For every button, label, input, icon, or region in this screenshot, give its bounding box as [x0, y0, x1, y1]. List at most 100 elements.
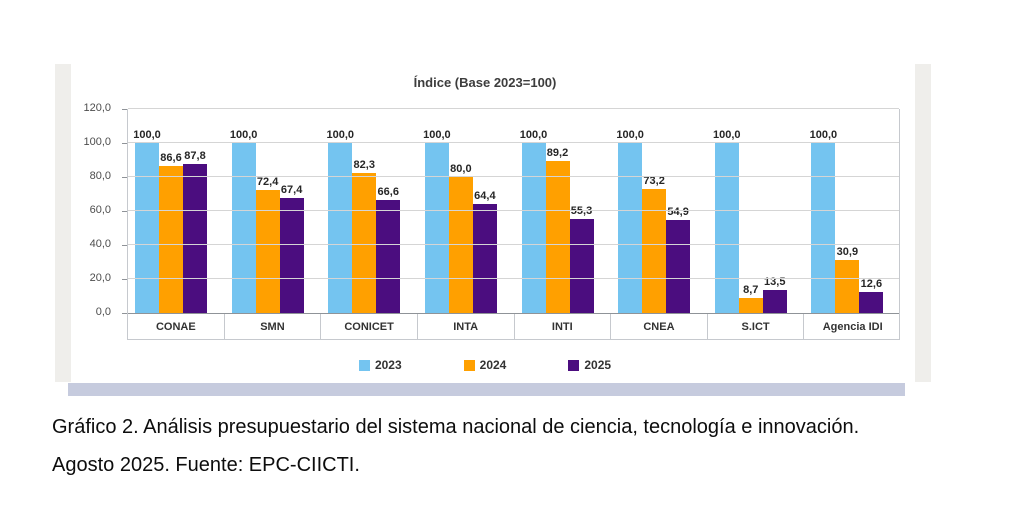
category-label: INTI	[515, 313, 612, 340]
bar-value-label: 100,0	[519, 129, 548, 141]
bar-2024	[738, 298, 763, 313]
x-axis-labels: CONAE SMN CONICET INTA INTI CNEA S.ICT Agencia …	[128, 313, 899, 340]
bar-2023	[618, 143, 643, 313]
bar-value-label: 54,9	[667, 205, 689, 218]
y-tick-label: 20,0	[89, 272, 111, 284]
bar-2024	[159, 165, 183, 313]
bars-layer: 100,0 86,6 87,8 100,0 72,4 67,4 100,0 82,3 66,6 1…	[128, 109, 899, 313]
category-label: S.ICT	[708, 313, 805, 340]
legend-swatch-icon	[463, 359, 475, 371]
legend-item-2023: 2023	[358, 358, 402, 372]
bar-group: 100,0 30,9 12,6	[804, 109, 901, 313]
bar-2024	[448, 177, 473, 313]
bar-value-label: 80,0	[450, 163, 472, 175]
bar-value-label: 100,0	[229, 129, 258, 141]
y-tick-label: 120,0	[83, 102, 111, 114]
bar-value-label: 100,0	[423, 129, 451, 141]
bar-value-label: 100,0	[326, 129, 355, 141]
y-axis-labels: 0,0 20,0 40,0 60,0 80,0 100,0 120,0	[55, 102, 121, 318]
bar-value-label: 87,8	[184, 149, 206, 162]
category-label: CONAE	[128, 313, 225, 340]
bar-value-label: 100,0	[809, 129, 838, 141]
bar-value-label: 86,6	[160, 151, 182, 164]
card-right-edge	[915, 64, 931, 382]
bar-group: 100,0 72,4 67,4	[225, 109, 322, 313]
gridline	[128, 313, 899, 314]
gridline	[128, 278, 899, 279]
y-tick-label: 40,0	[89, 238, 111, 250]
bar-2025	[376, 199, 401, 313]
bar-value-label: 100,0	[712, 129, 741, 141]
y-tick-mark	[122, 109, 127, 110]
bar-value-label: 12,6	[860, 277, 883, 290]
bar-2025	[762, 290, 787, 313]
category-label: SMN	[225, 313, 322, 340]
bar-value-label: 82,3	[353, 159, 375, 172]
category-label: CNEA	[611, 313, 708, 340]
bar-group: 100,0 82,3 66,6	[321, 109, 418, 313]
bar-value-label: 8,7	[743, 284, 759, 297]
category-label: INTA	[418, 313, 515, 340]
gridline	[128, 244, 899, 245]
bar-value-label: 13,5	[764, 276, 786, 289]
chart-legend: 2023 2024 2025	[55, 358, 915, 372]
y-tick-label: 0,0	[95, 306, 111, 318]
bar-value-label: 30,9	[836, 246, 859, 259]
bar-2023	[231, 143, 256, 313]
figure-caption: Gráfico 2. Análisis presupuestario del s…	[52, 416, 860, 476]
bar-2025	[472, 203, 497, 313]
bar-group: 100,0 89,2 55,3	[515, 109, 612, 313]
bar-group: 100,0 73,2 54,9	[611, 109, 708, 313]
bar-2025	[859, 291, 884, 313]
category-label: CONICET	[321, 313, 418, 340]
y-tick-mark	[122, 245, 127, 246]
card-left-edge	[55, 64, 71, 382]
bar-2023	[714, 143, 739, 313]
y-tick-label: 100,0	[83, 136, 111, 148]
bar-2025	[666, 219, 691, 313]
bar-2024	[835, 260, 860, 313]
y-tick-label: 60,0	[89, 204, 111, 216]
bar-value-label: 67,4	[280, 184, 303, 197]
bar-value-label: 89,2	[546, 147, 569, 160]
y-tick-mark	[122, 279, 127, 280]
chart-title: Índice (Base 2023=100)	[413, 75, 557, 90]
bar-value-label: 100,0	[133, 129, 161, 141]
bar-2023	[424, 143, 449, 313]
bar-2025	[183, 163, 207, 313]
y-tick-mark	[122, 313, 127, 314]
gridline	[128, 108, 899, 109]
y-tick-mark	[122, 143, 127, 144]
chart-card: Índice (Base 2023=100) 0,0 20,0 40,0 60,0 80…	[55, 62, 931, 396]
bar-2025	[279, 198, 304, 313]
legend-label: 2024	[479, 358, 507, 372]
legend-swatch-icon	[568, 359, 580, 371]
bar-value-label: 73,2	[643, 174, 665, 187]
bar-value-label: 55,3	[570, 205, 593, 217]
bar-group: 100,0 8,7 13,5	[708, 109, 805, 313]
bar-2025	[569, 219, 594, 313]
y-tick-label: 80,0	[89, 170, 111, 182]
gridline	[128, 210, 899, 211]
legend-label: 2023	[374, 358, 402, 372]
card-bottom-shadow	[68, 383, 905, 396]
plot-area: 100,0 86,6 87,8 100,0 72,4 67,4 100,0 82,3 66,6 1…	[127, 108, 900, 340]
bar-value-label: 100,0	[616, 129, 644, 141]
bar-value-label: 66,6	[377, 185, 399, 198]
bar-2024	[352, 173, 377, 313]
bar-group: 100,0 86,6 87,8	[128, 109, 225, 313]
bar-2023	[521, 143, 546, 313]
legend-label: 2025	[584, 358, 612, 372]
legend-swatch-icon	[358, 359, 370, 371]
legend-item-2025: 2025	[568, 358, 611, 372]
bar-group: 100,0 80,0 64,4	[418, 109, 515, 313]
gridline	[128, 142, 899, 143]
gridline	[128, 176, 899, 177]
bar-2023	[328, 143, 353, 313]
y-tick-mark	[122, 177, 127, 178]
bar-2024	[642, 188, 667, 313]
legend-item-2024: 2024	[463, 358, 507, 372]
bar-2024	[545, 161, 570, 313]
bar-value-label: 64,4	[474, 189, 496, 202]
